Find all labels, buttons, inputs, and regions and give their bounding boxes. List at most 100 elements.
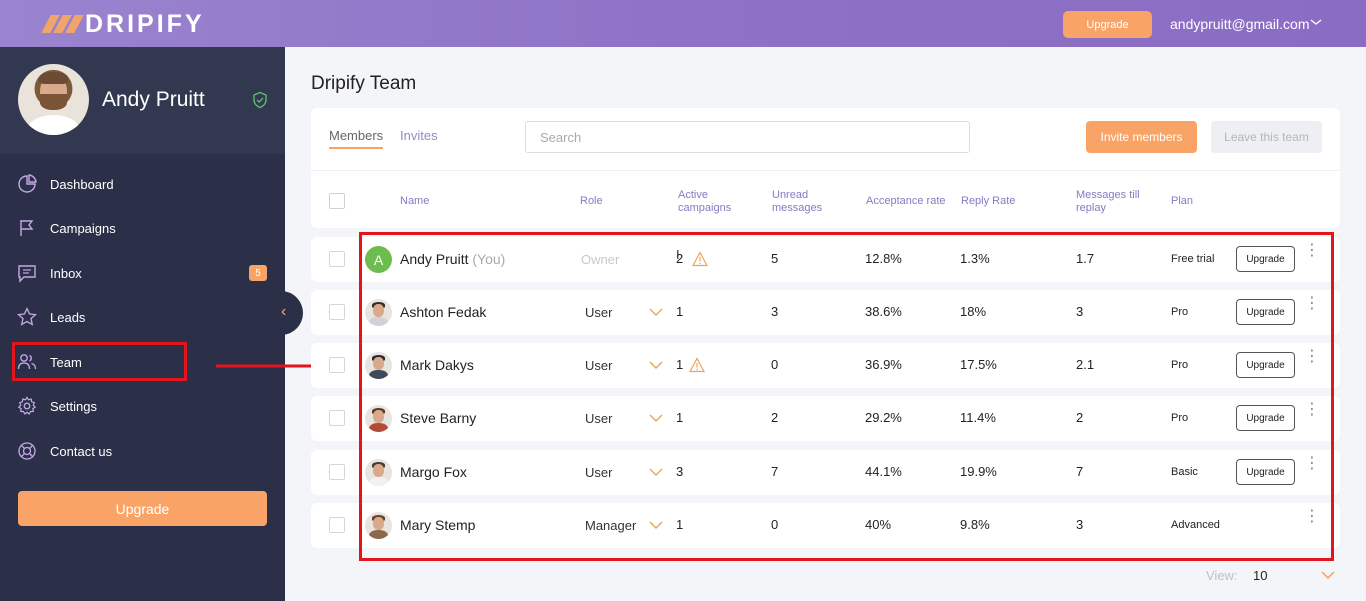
role-select[interactable]: User: [585, 411, 613, 426]
plan-label: Advanced: [1171, 519, 1220, 531]
table-row[interactable]: Mark Dakys User 1 0 36.9% 17.5% 2.1 Pro …: [311, 343, 1340, 388]
lifebuoy-icon: [18, 442, 36, 460]
role-select[interactable]: User: [585, 305, 613, 320]
table-row[interactable]: A Andy Pruitt (You) Owner 2 5 12.8% 1.3%…: [311, 237, 1340, 282]
row-checkbox[interactable]: [329, 410, 345, 426]
column-header-messages-till-replay[interactable]: Messages till replay: [1076, 189, 1140, 214]
plan-label: Pro: [1171, 306, 1189, 318]
column-header-reply-rate[interactable]: Reply Rate: [961, 195, 1016, 207]
member-name: Steve Barny: [400, 410, 477, 426]
active-campaigns-value: 1: [676, 304, 684, 319]
sidebar-item-inbox[interactable]: Inbox 5: [0, 253, 285, 293]
role-select[interactable]: User: [585, 358, 613, 373]
reply-rate-value: 1.3%: [960, 251, 990, 266]
column-header-active-campaigns[interactable]: Active campaigns: [678, 189, 732, 214]
top-upgrade-button[interactable]: Upgrade: [1063, 11, 1152, 38]
star-icon: [17, 307, 37, 326]
avatar: [365, 352, 392, 379]
chevron-down-icon[interactable]: [649, 467, 663, 477]
chevron-down-icon[interactable]: [649, 307, 663, 317]
chevron-down-icon[interactable]: [649, 413, 663, 423]
role-label: Owner: [581, 252, 620, 267]
rows-per-page-select[interactable]: 10: [1253, 568, 1268, 583]
row-checkbox[interactable]: [329, 517, 345, 533]
active-campaigns-value: 3: [676, 464, 684, 479]
acceptance-rate-value: 38.6%: [865, 304, 902, 319]
sidebar-item-settings[interactable]: Settings: [0, 386, 285, 426]
member-name: Margo Fox: [400, 464, 467, 480]
reply-rate-value: 9.8%: [960, 517, 990, 532]
tab-invites[interactable]: Invites: [400, 128, 438, 143]
row-checkbox[interactable]: [329, 304, 345, 320]
chevron-down-icon[interactable]: [1321, 570, 1335, 580]
top-bar: DRIPIFY Upgrade andypruitt@gmail.com: [0, 0, 1366, 47]
member-name: Mary Stemp: [400, 517, 476, 533]
text-cursor-icon: I: [676, 247, 680, 262]
acceptance-rate-value: 44.1%: [865, 464, 902, 479]
role-select[interactable]: Manager: [585, 518, 637, 533]
sidebar-item-label: Inbox: [50, 265, 82, 281]
chevron-down-icon[interactable]: [1309, 15, 1323, 29]
brand-name: DRIPIFY: [85, 9, 205, 38]
reply-rate-value: 17.5%: [960, 357, 997, 372]
profile-name: Andy Pruitt: [102, 88, 205, 111]
chevron-down-icon[interactable]: [649, 360, 663, 370]
table-row[interactable]: Margo Fox User 3 7 44.1% 19.9% 7 Basic U…: [311, 450, 1340, 495]
user-email-menu[interactable]: andypruitt@gmail.com: [1170, 16, 1310, 32]
flag-icon: [20, 220, 34, 236]
upgrade-button[interactable]: Upgrade: [1236, 405, 1295, 431]
table-row[interactable]: Mary Stemp Manager 1 0 40% 9.8% 3 Advanc…: [311, 503, 1340, 548]
search-input[interactable]: [525, 121, 970, 153]
role-select[interactable]: User: [585, 465, 613, 480]
unread-messages-value: 7: [771, 464, 779, 479]
messages-till-replay-value: 3: [1076, 517, 1084, 532]
column-header-name[interactable]: Name: [400, 195, 430, 207]
sidebar-upgrade-button[interactable]: Upgrade: [18, 491, 267, 526]
page-title: Dripify Team: [311, 73, 417, 94]
member-name: Mark Dakys: [400, 357, 474, 373]
upgrade-button[interactable]: Upgrade: [1236, 352, 1295, 378]
gear-icon: [17, 396, 37, 415]
divider: [311, 170, 1340, 171]
chevron-down-icon[interactable]: [649, 520, 663, 530]
row-checkbox[interactable]: [329, 251, 345, 267]
upgrade-button[interactable]: Upgrade: [1236, 299, 1295, 325]
unread-messages-value: 0: [771, 357, 779, 372]
dripify-logo[interactable]: DRIPIFY: [41, 9, 205, 38]
acceptance-rate-value: 40%: [865, 517, 892, 532]
upgrade-button[interactable]: Upgrade: [1236, 459, 1295, 485]
avatar[interactable]: [18, 64, 89, 135]
sidebar-item-label: Contact us: [50, 443, 113, 459]
sidebar-collapse-toggle[interactable]: ‹: [270, 291, 303, 335]
shield-check-icon: [253, 91, 267, 109]
sidebar-item-dashboard[interactable]: Dashboard: [0, 164, 285, 204]
team-highlight-box: [12, 342, 187, 381]
upgrade-button[interactable]: Upgrade: [1236, 246, 1295, 272]
sidebar-item-label: Dashboard: [50, 176, 114, 192]
inbox-count-badge: 5: [249, 265, 267, 281]
sidebar-item-contact-us[interactable]: Contact us: [0, 431, 285, 471]
row-checkbox[interactable]: [329, 357, 345, 373]
sidebar-item-label: Team: [50, 354, 82, 370]
invite-members-button[interactable]: Invite members: [1086, 121, 1197, 153]
select-all-checkbox[interactable]: [329, 193, 345, 209]
acceptance-rate-value: 36.9%: [865, 357, 902, 372]
avatar: A: [365, 246, 392, 273]
active-campaigns-value: 2: [676, 251, 684, 266]
sidebar-item-campaigns[interactable]: Campaigns: [0, 208, 285, 248]
column-header-role[interactable]: Role: [580, 195, 603, 207]
row-checkbox[interactable]: [329, 464, 345, 480]
sidebar-item-team[interactable]: Team: [0, 342, 285, 382]
messages-till-replay-value: 3: [1076, 304, 1084, 319]
table-row[interactable]: Steve Barny User 1 2 29.2% 11.4% 2 Pro U…: [311, 396, 1340, 441]
sidebar-item-leads[interactable]: Leads: [0, 297, 285, 337]
column-header-plan[interactable]: Plan: [1171, 195, 1194, 207]
leave-team-button[interactable]: Leave this team: [1211, 121, 1322, 153]
sidebar-item-label: Settings: [50, 398, 97, 414]
column-header-acceptance-rate[interactable]: Acceptance rate: [866, 195, 946, 207]
users-icon: [17, 354, 37, 370]
warning-icon: [692, 251, 708, 267]
column-header-unread-messages[interactable]: Unread messages: [772, 189, 823, 214]
table-row[interactable]: Ashton Fedak User 1 3 38.6% 18% 3 Pro Up…: [311, 290, 1340, 335]
tab-members[interactable]: Members: [329, 128, 384, 143]
